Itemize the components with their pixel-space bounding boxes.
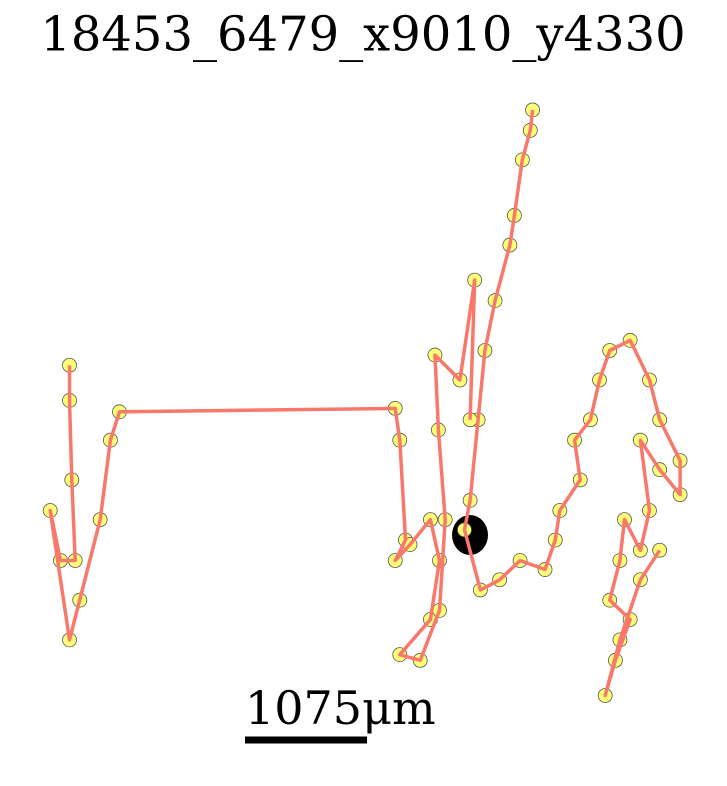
markers	[42, 102, 688, 703]
chart-title: 18453_6479_x9010_y4330	[40, 7, 685, 63]
track-line	[48, 109, 682, 698]
scale-bar-label: 1075μm	[245, 681, 436, 735]
